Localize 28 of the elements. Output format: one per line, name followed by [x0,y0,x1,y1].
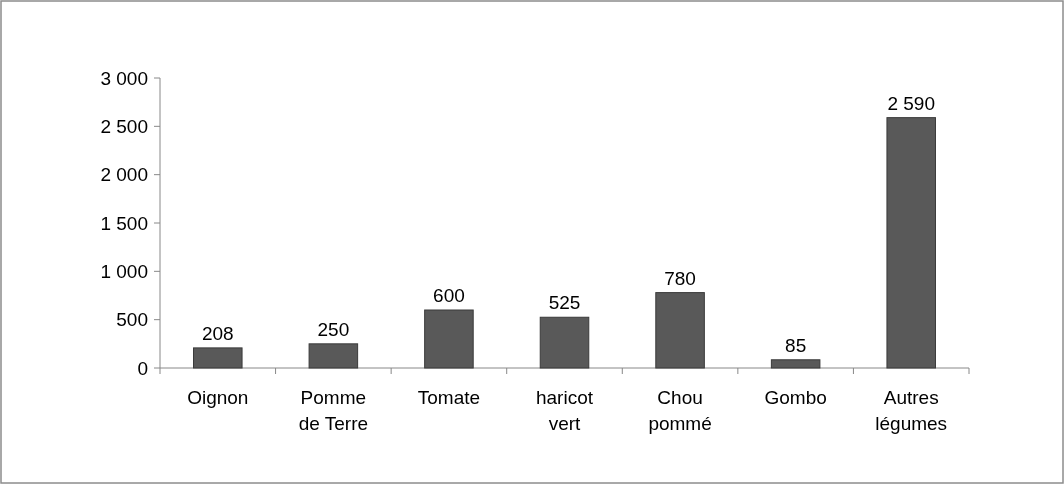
bar [539,316,590,369]
data-label: 2 590 [887,92,935,114]
y-tick-label: 2 000 [100,164,148,186]
bar [193,347,243,369]
bar [424,309,474,369]
x-tick-label: Oignon [187,387,249,408]
y-tick-label: 1 000 [100,260,148,282]
data-label: 600 [433,285,465,306]
x-tick-label: Tomate [417,387,481,408]
x-tick-label: Pomme de Terre [298,387,369,434]
y-tick-label: 3 000 [100,67,148,89]
bar [655,292,705,369]
data-label: 525 [548,292,581,314]
bar [308,343,359,369]
x-tick-label: Chou pommé [648,387,712,434]
data-label: 208 [201,322,234,344]
y-tick-label: 500 [116,309,148,331]
data-label: 780 [664,267,696,289]
data-label: 85 [785,334,807,356]
y-tick-label: 0 [137,357,148,379]
y-tick-label: 1 500 [100,212,148,234]
bar [770,359,821,369]
x-tick-label: Autres légumes [875,387,948,434]
x-tick-label: Gombo [764,387,827,408]
x-tick-label: haricot vert [535,387,594,434]
data-label: 250 [317,318,350,340]
y-tick-label: 2 500 [100,115,148,137]
bar [886,117,936,369]
